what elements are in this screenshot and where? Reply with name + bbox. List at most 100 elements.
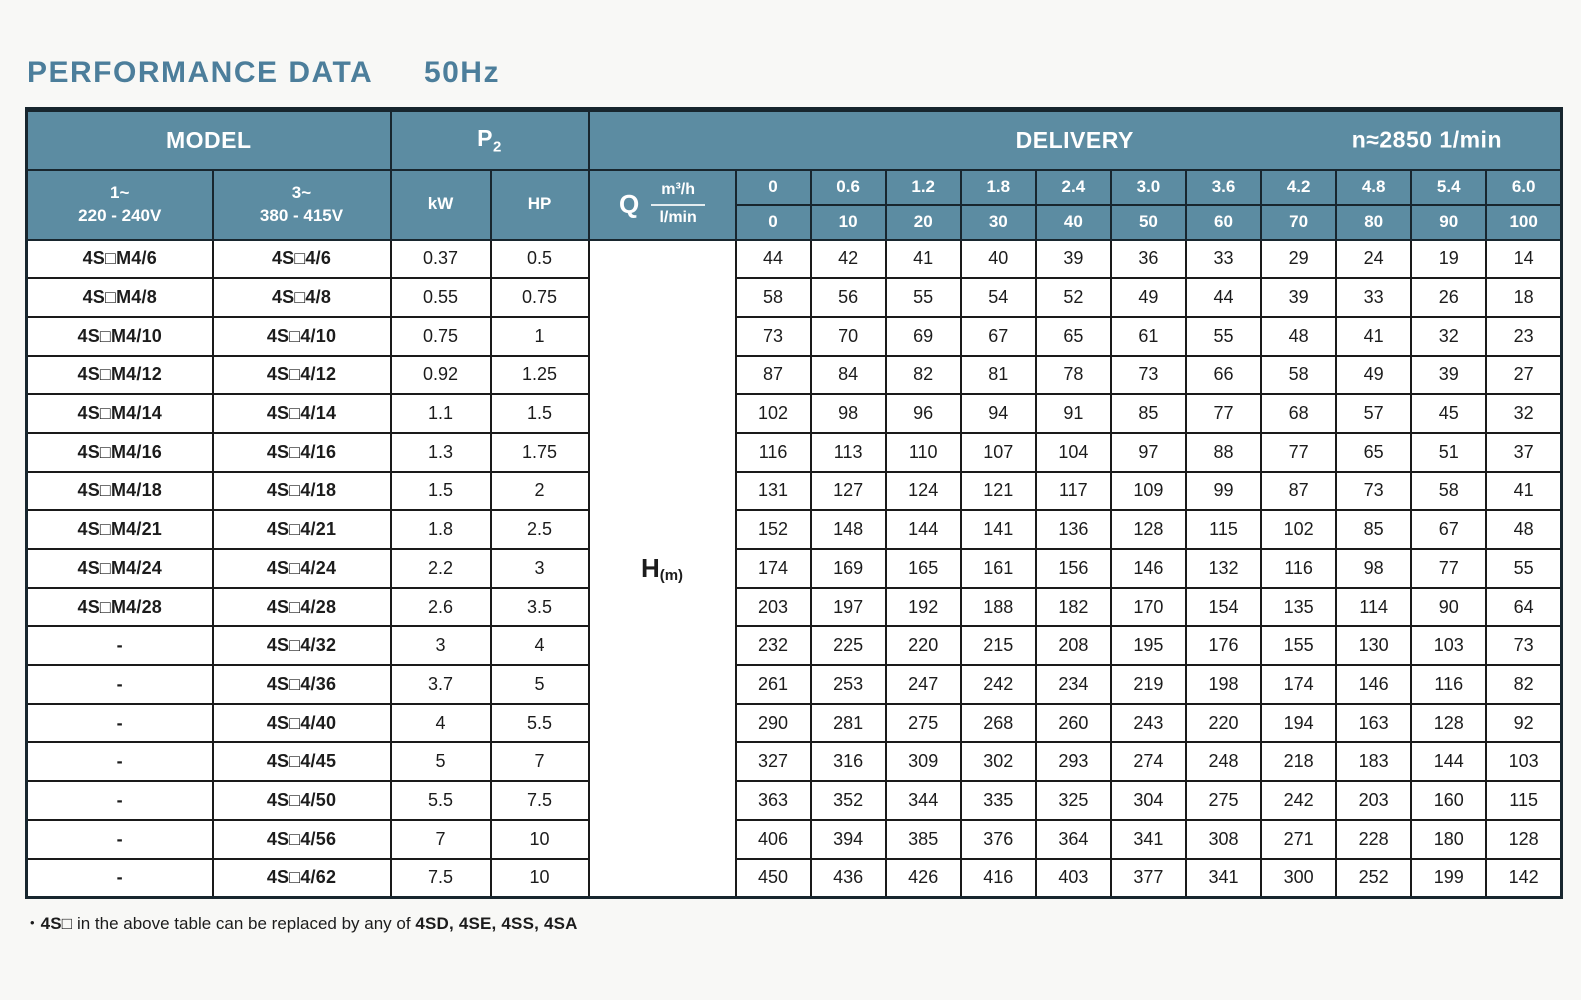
head-value-cell: 242 — [959, 664, 1037, 705]
head-value-cell: 78 — [1034, 354, 1112, 396]
kw-cell: 7.5 — [389, 857, 492, 899]
head-value-cell: 84 — [809, 354, 887, 396]
footnote: • 4S□ in the above table can be replaced … — [30, 914, 1581, 934]
head-value-cell: 131 — [734, 470, 812, 512]
table-row: -4S□4/45 5 7 327 316 309 302 293 274 248 218 183 144… — [25, 741, 1563, 783]
model-1phase-cell: 4S□M4/24 — [25, 548, 214, 589]
flow-m3h-cell: 1.8 — [959, 168, 1037, 206]
model-1phase-cell: - — [25, 741, 214, 783]
model-header: MODEL — [25, 108, 392, 171]
head-value-cell: 302 — [959, 741, 1037, 783]
kw-cell: 0.75 — [389, 315, 492, 357]
table-row: 4S□M4/21 4S□4/21 1.8 2.5 152 148 144 141 136 128 1… — [25, 509, 1563, 550]
head-value-cell: 116 — [1410, 664, 1488, 705]
table-row: -4S□4/50 5.5 7.5 363 352 344 335 325 304 275 242 20… — [25, 780, 1563, 821]
head-value-cell: 128 — [1109, 509, 1187, 550]
head-value-cell: 169 — [809, 548, 887, 589]
head-value-cell: 49 — [1335, 354, 1413, 396]
model-1phase-cell: - — [25, 818, 214, 860]
kw-cell: 4 — [389, 702, 492, 744]
head-value-cell: 65 — [1335, 431, 1413, 473]
head-value-cell: 102 — [734, 393, 812, 434]
head-value-cell: 183 — [1335, 741, 1413, 783]
head-value-cell: 174 — [734, 548, 812, 589]
flow-lmin-cell: 40 — [1034, 203, 1112, 241]
head-value-cell: 27 — [1485, 354, 1563, 396]
p2-label: P — [477, 124, 493, 151]
model-3phase-cell: 4S□4/12 — [211, 354, 392, 396]
head-value-cell: 49 — [1109, 277, 1187, 318]
head-value-cell: 144 — [1410, 741, 1488, 783]
kw-cell: 1.8 — [389, 509, 492, 550]
table-row: -4S□4/32 3 4 232 225 220 215 208 195 176 155 130 103… — [25, 625, 1563, 667]
head-value-cell: 281 — [809, 702, 887, 744]
table-row: 4S□M4/16 4S□4/16 1.3 1.75 116 113 110 107 104 97 8… — [25, 431, 1563, 473]
head-value-cell: 77 — [1184, 393, 1263, 434]
table-row: 4S□M4/10 4S□4/10 0.75 1 73 70 69 67 65 61 55 48 41 32… — [25, 315, 1563, 357]
delivery-label: DELIVERY — [1015, 126, 1134, 153]
head-value-cell: 45 — [1410, 393, 1488, 434]
head-value-cell: 37 — [1485, 431, 1563, 473]
header-row-main: MODEL P2 DELIVERY n≈2850 1/min — [25, 108, 1563, 171]
head-value-cell: 33 — [1184, 238, 1263, 280]
model-3phase-cell: 4S□4/18 — [211, 470, 392, 512]
flow-m3h-cell: 1.2 — [884, 168, 962, 206]
table-row: -4S□4/36 3.7 5 261 253 247 242 234 219 198 174 146 1… — [25, 664, 1563, 705]
head-value-cell: 165 — [884, 548, 962, 589]
head-label: H — [640, 552, 660, 583]
head-value-cell: 48 — [1260, 315, 1338, 357]
head-value-cell: 154 — [1184, 586, 1263, 628]
head-value-cell: 33 — [1335, 277, 1413, 318]
hp-cell: 3.5 — [489, 586, 590, 628]
head-value-cell: 141 — [959, 509, 1037, 550]
header-row-m3h: 1~ 220 - 240V 3~ 380 - 415V kW HP Q m³/h… — [25, 168, 1563, 241]
table-row: -4S□4/56 7 10 406 394 385 376 364 341 308 271 228 18… — [25, 818, 1563, 860]
model-3phase-cell: 4S□4/40 — [211, 702, 392, 744]
head-value-cell: 26 — [1410, 277, 1488, 318]
head-value-cell: 203 — [734, 586, 812, 628]
head-value-cell: 77 — [1260, 431, 1338, 473]
head-value-cell: 406 — [734, 818, 812, 860]
head-value-cell: 57 — [1335, 393, 1413, 434]
head-value-cell: 81 — [959, 354, 1037, 396]
head-value-cell: 40 — [959, 238, 1037, 280]
flow-m3h-cell: 0.6 — [809, 168, 887, 206]
model-3phase-cell: 4S□4/10 — [211, 315, 392, 357]
flow-m3h-cell: 4.8 — [1335, 168, 1413, 206]
table-row: -4S□4/40 4 5.5 290 281 275 268 260 243 220 194 163 1… — [25, 702, 1563, 744]
head-value-cell: 352 — [809, 780, 887, 821]
model-3phase-cell: 4S□4/6 — [211, 238, 392, 280]
flow-lmin-cell: 20 — [884, 203, 962, 241]
footnote-text: in the above table can be replaced by an… — [72, 913, 416, 933]
head-value-cell: 39 — [1410, 354, 1488, 396]
head-value-cell: 243 — [1109, 702, 1187, 744]
head-value-cell: 450 — [734, 857, 812, 899]
model-3phase-cell: 4S□4/14 — [211, 393, 392, 434]
kw-cell: 2.2 — [389, 548, 492, 589]
table-row: 4S□M4/8 4S□4/8 0.55 0.75 58 56 55 54 52 49 44 39 33 2… — [25, 277, 1563, 318]
flow-lmin-cell: 30 — [959, 203, 1037, 241]
head-value-cell: 102 — [1260, 509, 1338, 550]
head-value-cell: 73 — [734, 315, 812, 357]
hp-cell: 7 — [489, 741, 590, 783]
head-value-cell: 29 — [1260, 238, 1338, 280]
table-header: MODEL P2 DELIVERY n≈2850 1/min 1~ 220 - … — [25, 108, 1563, 241]
flow-m3h-cell: 3.6 — [1184, 168, 1263, 206]
head-value-cell: 110 — [884, 431, 962, 473]
kw-cell: 3 — [389, 625, 492, 667]
hp-cell: 5 — [489, 664, 590, 705]
phase3-symbol: 3~ — [291, 183, 312, 203]
performance-table: MODEL P2 DELIVERY n≈2850 1/min 1~ 220 - … — [25, 107, 1563, 899]
model-1phase-cell: 4S□M4/14 — [25, 393, 214, 434]
head-value-cell: 69 — [884, 315, 962, 357]
head-value-cell: 58 — [734, 277, 812, 318]
hp-cell: 2 — [489, 470, 590, 512]
model-1phase-cell: 4S□M4/28 — [25, 586, 214, 628]
title-text: PERFORMANCE DATA — [27, 56, 373, 89]
head-value-cell: 309 — [884, 741, 962, 783]
head-value-cell: 90 — [1410, 586, 1488, 628]
flow-lmin-cell: 50 — [1109, 203, 1187, 241]
table-row: 4S□M4/6 4S□4/6 0.37 0.5 H(m) 44 42 41 40 39 36 33 29… — [25, 238, 1563, 899]
head-value-cell: 316 — [809, 741, 887, 783]
model-1phase-cell: - — [25, 702, 214, 744]
